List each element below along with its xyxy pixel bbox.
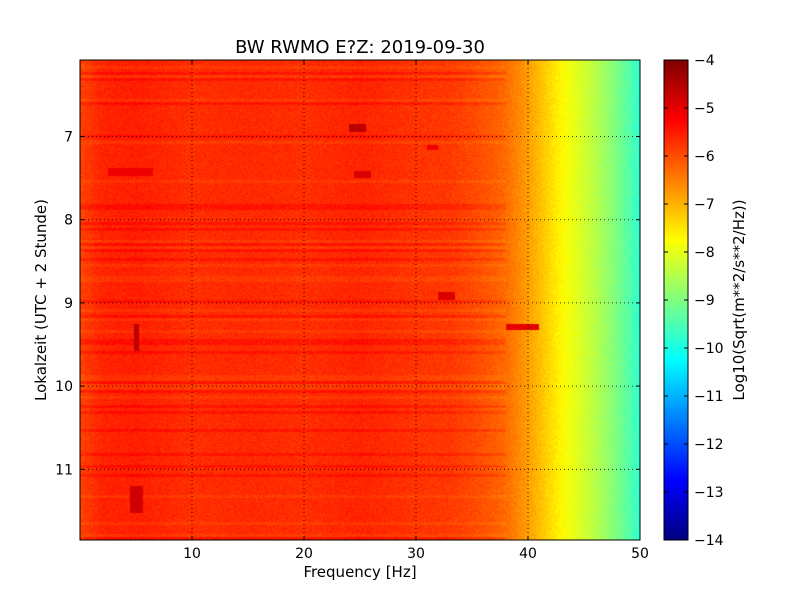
colorbar-tick-label: −7 (694, 197, 715, 213)
colorbar-tick-label: −5 (694, 101, 715, 117)
x-tick-label: 20 (295, 546, 313, 562)
y-tick-label: 8 (64, 213, 73, 229)
y-tick-label: 10 (55, 379, 73, 395)
x-axis-label: Frequency [Hz] (303, 563, 416, 581)
x-axis: 10 20 30 40 50 (183, 60, 649, 562)
colorbar-tick-label: −13 (694, 485, 724, 501)
y-axis-label: Lokalzeit (UTC + 2 Stunde) (32, 199, 50, 401)
colorbar-tick-label: −8 (694, 245, 715, 261)
colorbar: −4 −5 −6 −7 −8 −9 −10 −11 −12 −13 −14 Log10(Sqrt(m… (663, 53, 748, 549)
colorbar-tick-label: −4 (694, 53, 715, 69)
grid-lines (80, 60, 640, 540)
x-tick-label: 10 (183, 546, 201, 562)
y-tick-label: 9 (64, 296, 73, 312)
colorbar-tick-label: −14 (694, 533, 724, 549)
y-tick-label: 7 (64, 130, 73, 146)
colorbar-tick-label: −12 (694, 437, 724, 453)
plot-frame (79, 59, 641, 541)
colorbar-axis: −4 −5 −6 −7 −8 −9 −10 −11 −12 −13 −14 (664, 53, 724, 549)
colorbar-label: Log10(Sqrt(m**2/s**2/Hz)) (730, 199, 748, 400)
y-tick-label: 11 (55, 462, 73, 478)
x-tick-label: 30 (407, 546, 425, 562)
y-axis: 7 8 9 10 11 (55, 130, 640, 478)
x-tick-label: 40 (519, 546, 537, 562)
colorbar-tick-label: −11 (694, 389, 724, 405)
chart-title: BW RWMO E?Z: 2019-09-30 (235, 37, 485, 58)
x-tick-label: 50 (631, 546, 649, 562)
spectrogram-heatmap (80, 60, 640, 540)
plot-area (79, 59, 641, 541)
colorbar-tick-label: −9 (694, 293, 715, 309)
colorbar-tick-label: −10 (694, 341, 724, 357)
colorbar-tick-label: −6 (694, 149, 715, 165)
